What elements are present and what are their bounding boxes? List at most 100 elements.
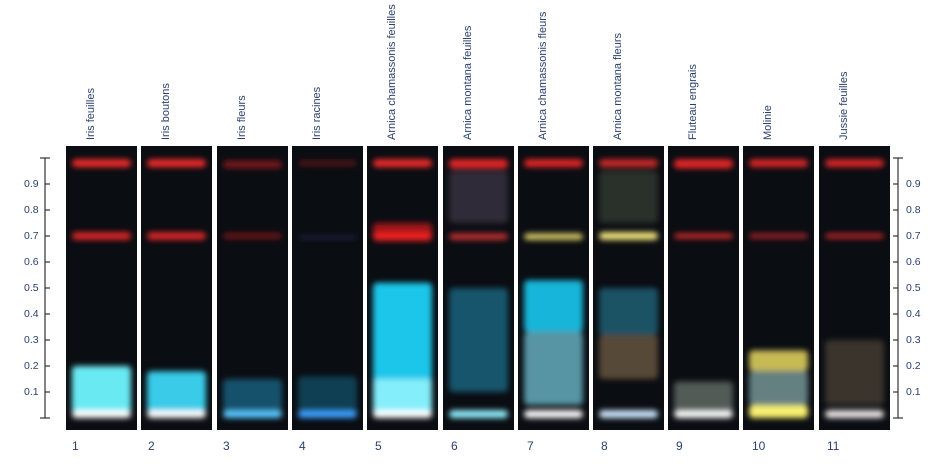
spot <box>674 159 733 169</box>
spot <box>72 410 131 418</box>
tick-label: 0.3 <box>906 334 921 346</box>
lane-number: 2 <box>148 439 155 453</box>
spot <box>373 379 432 418</box>
tick-label: 0.5 <box>24 282 39 294</box>
plate-spots <box>749 159 808 418</box>
plate-lane <box>367 146 438 430</box>
lane-label: Iris racines <box>311 86 323 140</box>
spot <box>599 232 658 240</box>
tick-label: 0.2 <box>906 360 921 372</box>
plate-spots <box>298 160 357 418</box>
spot <box>674 233 733 239</box>
spot <box>599 159 658 168</box>
spot <box>373 410 432 418</box>
tick-label: 0.5 <box>906 282 921 294</box>
tick-label: 0.9 <box>906 178 921 190</box>
plate-lane <box>292 146 363 430</box>
plate-spots <box>674 159 733 418</box>
spot <box>825 159 884 168</box>
lane-number: 7 <box>527 439 534 453</box>
plate-spots <box>449 159 508 418</box>
spot <box>373 159 432 168</box>
spot <box>524 159 583 168</box>
spot <box>147 232 206 240</box>
lane-label: Fluteau engrais <box>687 64 699 140</box>
lane-label: Arnica chamassonis fleurs <box>537 11 549 140</box>
tick-label: 0.8 <box>24 204 39 216</box>
spot <box>223 160 282 169</box>
tick-label: 0.9 <box>24 178 39 190</box>
spot <box>599 334 658 379</box>
lane-label: Iris feuilles <box>85 88 97 140</box>
lane-number: 10 <box>752 439 766 453</box>
plate-spots <box>825 159 884 418</box>
lane-label: Iris boutons <box>160 83 172 140</box>
spot <box>674 410 733 418</box>
plate-lane <box>819 146 890 430</box>
plate-lane <box>217 146 288 430</box>
spot <box>72 159 131 168</box>
spot <box>599 171 658 223</box>
plate-lane <box>141 146 212 430</box>
lane-label: Jussie feuilles <box>838 71 850 140</box>
spot <box>147 410 206 418</box>
lane-number: 4 <box>299 439 306 453</box>
tick-label: 0.4 <box>24 308 39 320</box>
spot <box>223 233 282 239</box>
spot <box>524 410 583 418</box>
spot <box>373 223 432 242</box>
plate-lane <box>743 146 814 430</box>
spot <box>825 340 884 405</box>
spot <box>749 371 808 405</box>
lane-number: 9 <box>676 439 683 453</box>
plate-spots <box>223 160 282 418</box>
spot <box>599 288 658 335</box>
lane-number: 1 <box>72 439 79 453</box>
spot <box>825 233 884 239</box>
tick-label: 0.6 <box>24 256 39 268</box>
tick-label: 0.3 <box>24 334 39 346</box>
lane-label: Arnica chamassonis feuilles <box>386 4 398 140</box>
tick-label: 0.7 <box>906 230 921 242</box>
tick-label: 0.4 <box>906 308 921 320</box>
plate-spots <box>147 159 206 418</box>
spot <box>599 410 658 418</box>
lane-label: Arnica montana feuilles <box>462 25 474 140</box>
spot <box>524 280 583 333</box>
lane-label: Arnica montana fleurs <box>612 33 624 140</box>
spot <box>298 410 357 418</box>
spot <box>674 381 733 413</box>
spot <box>749 405 808 418</box>
spot <box>298 376 357 413</box>
lane-label: Molinie <box>762 105 774 140</box>
plate-spots <box>599 159 658 418</box>
tick-label: 0.1 <box>906 386 921 398</box>
spot <box>449 159 508 169</box>
spot <box>298 236 357 239</box>
spot <box>749 350 808 372</box>
spot <box>449 233 508 240</box>
plate-lane <box>443 146 514 430</box>
tick-label: 0.7 <box>24 230 39 242</box>
spot <box>298 160 357 166</box>
spot <box>524 233 583 240</box>
plate-spots <box>524 159 583 418</box>
lane-label: Iris fleurs <box>236 95 248 140</box>
spot <box>749 159 808 168</box>
lane-number: 3 <box>223 439 230 453</box>
plate-lane <box>593 146 664 430</box>
spot <box>825 410 884 418</box>
spot <box>524 332 583 405</box>
spot <box>223 410 282 418</box>
spot <box>147 159 206 168</box>
spot <box>449 171 508 223</box>
plate-lane <box>518 146 589 430</box>
spot <box>72 366 131 413</box>
tick-label: 0.8 <box>906 204 921 216</box>
spot <box>147 371 206 413</box>
lane-number: 8 <box>601 439 608 453</box>
spot <box>449 410 508 418</box>
spot <box>749 233 808 239</box>
spot <box>223 379 282 413</box>
